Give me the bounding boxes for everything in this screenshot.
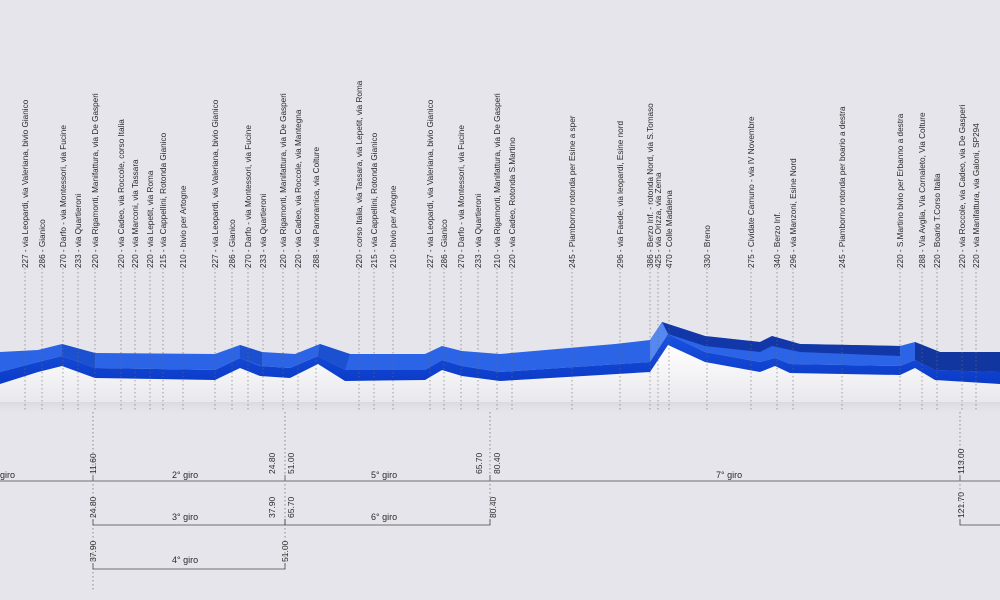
waypoint-label: 220 - S.Martino bivio per Erbanno a dest… — [896, 113, 905, 268]
waypoint-label: 227 - via Leopardi, via Valeriana, bivio… — [211, 99, 220, 268]
km-mark: 121.70 — [956, 492, 966, 518]
lap-label: giro — [0, 470, 15, 480]
waypoint-label: 286 - Gianico — [38, 219, 47, 268]
waypoint-label: 220 - via Lepetit, via Roma — [146, 170, 155, 268]
waypoint-label: 286 - Gianico — [228, 219, 237, 268]
waypoint-label: 288 - via Panoramica, via Colture — [312, 147, 321, 268]
waypoint-label: 220 - via Marconi, via Tassara — [131, 159, 140, 268]
bracket-row-1 — [0, 412, 1000, 590]
waypoint-markers: 227 - via Leopardi, via Valeriana, bivio… — [21, 80, 981, 412]
waypoint-label: 220 - via Cadeo, via Roccole, corso Ital… — [117, 119, 126, 268]
waypoint-label: 220 - via Rigamonti, Manifattura, via De… — [91, 93, 100, 268]
waypoint-label: 210 - via Rigamonti, Manifattura, via De… — [493, 93, 502, 268]
waypoint-label: 296 - via Manzoni, Esine Nord — [789, 158, 798, 268]
waypoint-label: 288 - Via Avglia, Via Cornaleto, Via Col… — [918, 112, 927, 268]
waypoint-label: 233 - via Quartieroni — [74, 194, 83, 268]
km-labels: 11.60 24.80 51.00 65.70 80.40 113.00 24.… — [88, 448, 966, 562]
waypoint-label: 220 - via Cadeo, Rotonda S.Martino — [508, 137, 517, 268]
waypoint-label: 210 - bivio per Artogne — [179, 185, 188, 268]
km-mark: 24.80 — [88, 496, 98, 518]
waypoint-label: 227 - via Leopardi, via Valeriana, bivio… — [21, 99, 30, 268]
km-mark: 51.00 — [286, 452, 296, 474]
waypoint-label: 210 - bivio per Artogne — [389, 185, 398, 268]
waypoint-label: 220 - corso Italia, via Tassara, via Lep… — [355, 80, 364, 268]
lap-brackets — [0, 412, 1000, 590]
waypoint-label: 270 - Darfo - via Montessori, via Fucine — [457, 125, 466, 268]
km-mark: 24.80 — [267, 452, 277, 474]
waypoint-label: 220 - via Cadeo, via Roccole, via Manteg… — [294, 109, 303, 268]
waypoint-label: 330 - Breno — [703, 225, 712, 268]
km-mark: 80.40 — [492, 452, 502, 474]
lap-label: 3° giro — [172, 512, 198, 522]
waypoint-label: 233 - via Quartieroni — [474, 194, 483, 268]
elevation-profile — [0, 322, 1000, 384]
lap-label: 4° giro — [172, 555, 198, 565]
waypoint-label: 425 - via Orizza, via Zema — [654, 172, 663, 268]
km-mark: 113.00 — [956, 448, 966, 474]
waypoint-label: 270 - Darfo - via Montessori, via Fucine — [244, 125, 253, 268]
bracket-row-3 — [92, 563, 286, 570]
waypoint-label: 340 - Berzo Inf. — [773, 212, 782, 268]
waypoint-label: 220 - via Manifattura, via Galoni, SP294 — [972, 123, 981, 268]
lap-labels: giro 2° giro 5° giro 7° giro 3° giro 6° … — [0, 470, 742, 565]
waypoint-label: 215 - via Cappellini, Rotonda Gianico — [370, 132, 379, 268]
waypoint-label: 227 - via Leopardi, via Valeriana, bivio… — [426, 99, 435, 268]
km-mark: 37.90 — [88, 540, 98, 562]
waypoint-label: 220 - via Roccole, via Cadeo, via De Gas… — [958, 104, 967, 268]
waypoint-label: 233 - via Quartieroni — [259, 194, 268, 268]
waypoint-label: 245 - Piamborno rotonda per boario a des… — [838, 106, 847, 268]
waypoint-label: 245 - Piamborno rotonda per Esine a sper — [568, 115, 577, 268]
km-mark: 80.40 — [488, 496, 498, 518]
km-mark: 11.60 — [88, 453, 98, 474]
waypoint-label: 270 - Darfo - via Montessori, via Fucine — [59, 125, 68, 268]
bracket-row-2 — [92, 519, 1000, 526]
profile-front-face — [0, 334, 1000, 384]
km-mark: 65.70 — [474, 452, 484, 474]
waypoint-label: 220 - Boario T.Corso Italia — [933, 173, 942, 268]
ground-base — [0, 345, 1000, 416]
waypoint-label: 275 - Cividate Camuno - via IV Novembre — [747, 116, 756, 268]
waypoint-label: 296 - via Faede, via leopardi, Esine nor… — [616, 121, 625, 268]
waypoint-label: 215 - via Cappellini, Rotonda Gianico — [159, 132, 168, 268]
waypoint-label: 286 - Gianico — [440, 219, 449, 268]
waypoint-label: 220 - via Rigamonti, Manifattura, via De… — [279, 93, 288, 268]
waypoint-label: 386 - Berzo Inf. - rotonda Nord, via S.T… — [646, 103, 655, 268]
lap-label: 6° giro — [371, 512, 397, 522]
km-mark: 51.00 — [280, 540, 290, 562]
lap-label: 7° giro — [716, 470, 742, 480]
waypoint-label: 470 - Colle Madalena — [665, 190, 674, 268]
lap-label: 5° giro — [371, 470, 397, 480]
km-mark: 65.70 — [286, 496, 296, 518]
km-mark: 37.90 — [267, 496, 277, 518]
lap-label: 2° giro — [172, 470, 198, 480]
